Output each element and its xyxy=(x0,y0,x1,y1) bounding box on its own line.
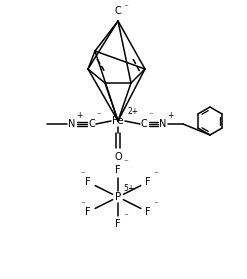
Text: O: O xyxy=(114,152,122,162)
Text: C: C xyxy=(89,119,95,129)
Text: ⁻: ⁻ xyxy=(123,212,128,221)
Text: N: N xyxy=(68,119,76,129)
Text: Fe: Fe xyxy=(112,116,124,126)
Text: P: P xyxy=(115,192,121,202)
Text: ⁻: ⁻ xyxy=(153,170,158,179)
Text: ⁻: ⁻ xyxy=(123,158,128,167)
Text: ⁻: ⁻ xyxy=(148,111,153,120)
Text: 2+: 2+ xyxy=(127,107,138,116)
Text: ⁻: ⁻ xyxy=(123,3,128,12)
Text: F: F xyxy=(85,207,91,217)
Text: F: F xyxy=(145,207,151,217)
Text: ⁻: ⁻ xyxy=(153,200,158,209)
Text: +: + xyxy=(167,111,173,120)
Text: F: F xyxy=(115,165,121,175)
Text: ⁻: ⁻ xyxy=(96,111,101,120)
Text: ⁻: ⁻ xyxy=(80,170,85,179)
Text: C: C xyxy=(141,119,147,129)
Text: +: + xyxy=(76,111,82,120)
Text: F: F xyxy=(85,177,91,187)
Text: N: N xyxy=(159,119,167,129)
Text: F: F xyxy=(145,177,151,187)
Text: 5+: 5+ xyxy=(123,184,134,193)
Text: C: C xyxy=(115,6,121,16)
Text: ⁻: ⁻ xyxy=(80,200,85,209)
Text: F: F xyxy=(115,219,121,229)
